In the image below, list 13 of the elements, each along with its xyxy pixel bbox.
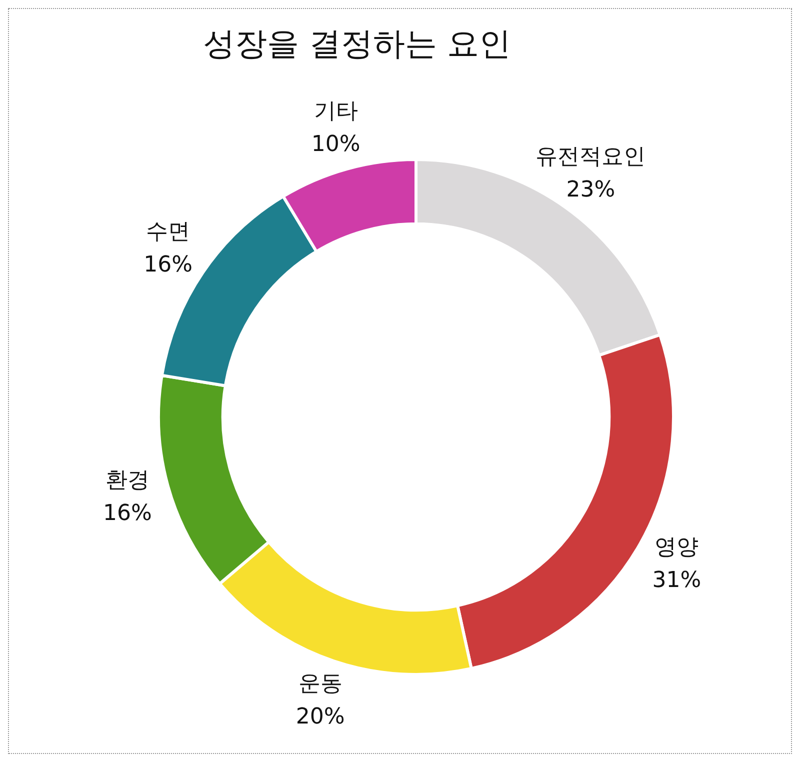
chart-title: 성장을 결정하는 요인 (202, 24, 512, 62)
data-label: 20% (296, 704, 345, 730)
data-label: 10% (311, 132, 360, 158)
slice-label: 운동 (298, 672, 342, 697)
slice-label: 환경 (105, 468, 150, 493)
data-label: 23% (566, 177, 616, 202)
data-label: 16% (102, 500, 152, 526)
slice-label: 유전적요인 (536, 144, 646, 170)
slice-label: 수면 (146, 220, 190, 245)
slice-label: 기타 (314, 99, 358, 124)
data-label: 16% (144, 252, 193, 278)
slice-label: 영양 (654, 535, 699, 560)
data-label: 31% (652, 568, 702, 594)
